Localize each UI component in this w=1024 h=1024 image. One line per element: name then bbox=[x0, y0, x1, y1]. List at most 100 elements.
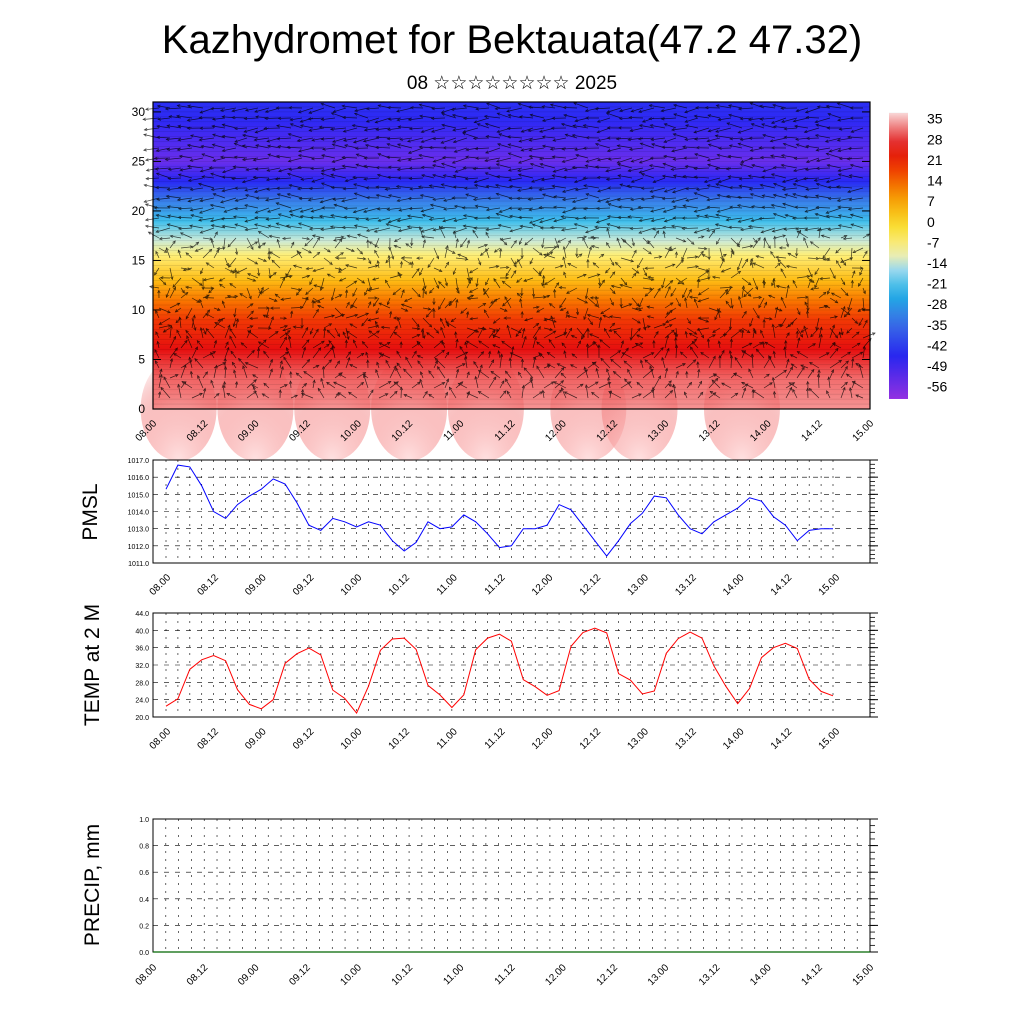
wind-vector-head bbox=[768, 355, 772, 359]
wind-vector-head bbox=[395, 367, 399, 371]
wind-vector-head bbox=[466, 311, 470, 315]
wind-vector-head bbox=[473, 360, 477, 365]
wind-vector-head bbox=[693, 130, 698, 134]
wind-vector-head bbox=[549, 327, 554, 331]
wind-vector-head bbox=[209, 107, 214, 111]
wind-vector-head bbox=[310, 209, 315, 213]
wind-vector-head bbox=[317, 304, 321, 308]
wind-vector bbox=[234, 307, 237, 317]
wind-vector bbox=[178, 217, 193, 219]
wind-vector-head bbox=[845, 360, 849, 364]
wind-vector-head bbox=[363, 128, 368, 132]
wind-vector bbox=[638, 137, 655, 140]
wind-vector bbox=[664, 368, 668, 379]
wind-vector bbox=[793, 117, 809, 122]
wind-vector-head bbox=[159, 276, 164, 280]
wind-vector bbox=[675, 237, 686, 242]
wind-vector-head bbox=[778, 246, 783, 250]
wind-vector bbox=[505, 378, 512, 389]
wind-vector-head bbox=[610, 358, 614, 363]
wind-vector-head bbox=[729, 354, 734, 359]
wind-vector bbox=[652, 387, 655, 399]
wind-vector-head bbox=[421, 174, 425, 178]
wind-vector-head bbox=[405, 356, 409, 361]
wind-vector bbox=[730, 271, 741, 279]
wind-vector bbox=[770, 137, 787, 142]
wind-vector-head bbox=[673, 103, 677, 108]
wind-vector bbox=[407, 215, 424, 219]
wind-vector-head bbox=[173, 353, 177, 357]
wind-vector bbox=[543, 246, 557, 249]
wind-vector-head bbox=[574, 118, 579, 123]
wind-vector bbox=[411, 317, 420, 328]
wind-vector bbox=[508, 152, 523, 159]
wind-vector-head bbox=[573, 179, 578, 184]
wind-vector bbox=[505, 267, 512, 277]
wind-vector-head bbox=[484, 122, 489, 126]
wind-vector-head bbox=[330, 112, 335, 116]
wind-vector-head bbox=[328, 323, 333, 327]
wind-vector-head bbox=[795, 330, 799, 335]
wind-vector bbox=[165, 157, 182, 161]
wind-vector bbox=[323, 347, 334, 359]
wind-vector-head bbox=[595, 295, 599, 300]
wind-vector-head bbox=[170, 276, 174, 281]
wind-vector-head bbox=[306, 274, 311, 278]
wind-vector-head bbox=[513, 263, 517, 268]
wind-vector-head bbox=[729, 137, 733, 141]
wind-vector-head bbox=[249, 325, 254, 329]
wind-vector bbox=[640, 142, 655, 149]
wind-vector-head bbox=[303, 370, 307, 375]
wind-vector bbox=[317, 305, 325, 309]
wind-vector-head bbox=[721, 382, 725, 386]
wind-vector-head bbox=[317, 299, 321, 303]
wind-vector-head bbox=[792, 119, 797, 123]
wind-vector-head bbox=[186, 118, 191, 122]
wind-vector bbox=[366, 117, 380, 123]
wind-vector-head bbox=[695, 187, 700, 191]
wind-vector bbox=[564, 327, 567, 335]
wind-vector bbox=[488, 376, 497, 389]
wind-vector bbox=[543, 381, 555, 389]
wind-vector-head bbox=[661, 145, 665, 149]
wind-vector-head bbox=[279, 360, 283, 364]
wind-vector bbox=[532, 323, 539, 329]
wind-vector-head bbox=[309, 216, 314, 220]
x-tick-label: 14.00 bbox=[721, 572, 747, 598]
wind-vector-head bbox=[644, 293, 649, 297]
wind-vector-head bbox=[165, 294, 169, 299]
wind-vector-head bbox=[605, 112, 610, 116]
wind-vector bbox=[847, 187, 864, 193]
wind-vector bbox=[334, 360, 340, 369]
wind-vector-head bbox=[805, 309, 810, 314]
wind-vector-head bbox=[374, 320, 378, 325]
wind-vector-head bbox=[816, 158, 820, 163]
wind-vector bbox=[444, 245, 448, 259]
wind-vector bbox=[509, 358, 512, 369]
wind-vector bbox=[771, 204, 787, 209]
wind-vector-head bbox=[780, 154, 785, 158]
wind-vector-head bbox=[707, 143, 712, 147]
wind-vector-head bbox=[284, 273, 289, 277]
wind-vector-head bbox=[561, 197, 566, 202]
wind-vector-head bbox=[805, 159, 810, 163]
wind-vector-head bbox=[553, 288, 557, 293]
wind-vector-head bbox=[594, 381, 599, 385]
wind-vector bbox=[773, 213, 787, 219]
wind-vector bbox=[560, 372, 567, 379]
wind-vector bbox=[255, 127, 270, 133]
wind-vector-head bbox=[670, 167, 675, 171]
wind-vector-head bbox=[812, 343, 816, 347]
wind-vector-head bbox=[646, 315, 651, 319]
wind-vector-head bbox=[749, 244, 754, 248]
wind-vector bbox=[301, 275, 310, 279]
wind-vector-head bbox=[572, 124, 576, 128]
wind-vector bbox=[345, 302, 350, 309]
wind-vector-head bbox=[693, 192, 698, 196]
wind-vector-head bbox=[265, 178, 270, 182]
wind-vector-head bbox=[684, 330, 688, 335]
wind-vector-head bbox=[220, 217, 225, 221]
wind-vector bbox=[312, 309, 319, 319]
wind-vector bbox=[787, 252, 798, 259]
wind-vector-head bbox=[453, 149, 458, 153]
